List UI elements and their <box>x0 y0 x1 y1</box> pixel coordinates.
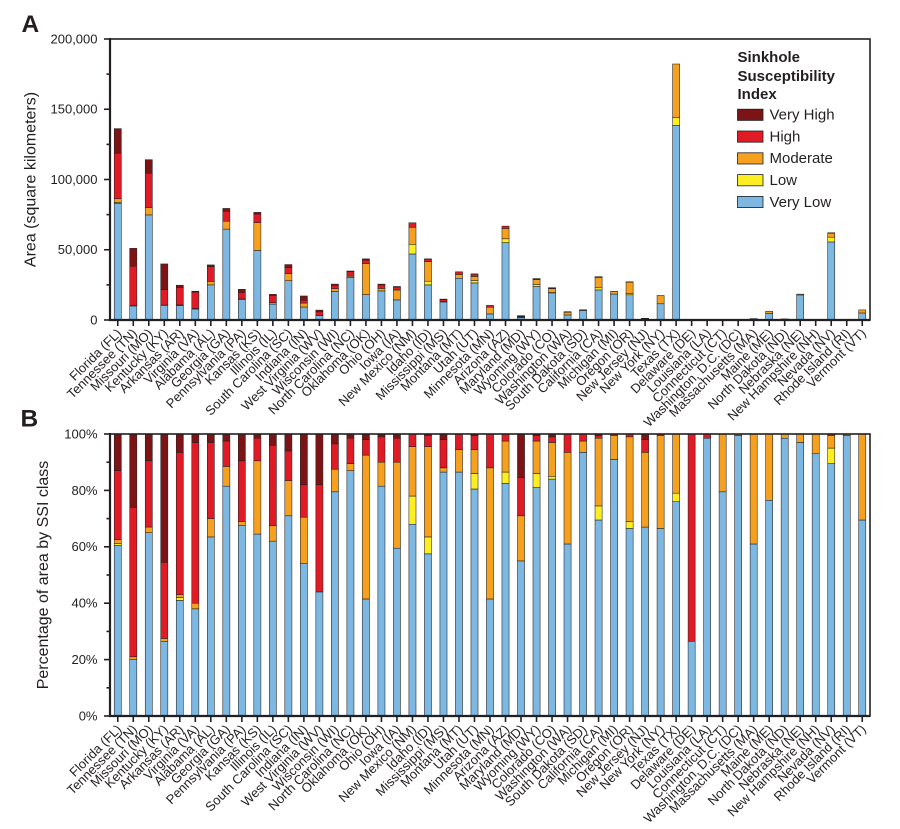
svg-text:Area (square kilometers): Area (square kilometers) <box>23 92 40 267</box>
svg-text:200,000: 200,000 <box>51 31 98 46</box>
svg-text:Moderate: Moderate <box>770 150 833 167</box>
svg-text:0%: 0% <box>79 708 98 723</box>
svg-text:100%: 100% <box>64 426 98 441</box>
svg-text:Percentage of area by SSI clas: Percentage of area by SSI class <box>35 461 52 690</box>
svg-text:B: B <box>21 406 39 433</box>
svg-text:80%: 80% <box>71 483 97 498</box>
svg-text:150,000: 150,000 <box>51 102 98 117</box>
svg-text:Susceptibility: Susceptibility <box>738 68 836 85</box>
svg-text:100,000: 100,000 <box>51 172 98 187</box>
svg-text:20%: 20% <box>71 652 97 667</box>
svg-text:Very High: Very High <box>770 107 835 124</box>
svg-text:0: 0 <box>90 312 97 327</box>
svg-text:High: High <box>770 128 801 145</box>
svg-text:Sinkhole: Sinkhole <box>738 49 801 66</box>
svg-text:Very Low: Very Low <box>770 194 832 211</box>
svg-text:Low: Low <box>770 172 798 189</box>
svg-text:40%: 40% <box>71 596 97 611</box>
svg-text:Index: Index <box>738 86 778 103</box>
svg-text:60%: 60% <box>71 539 97 554</box>
svg-text:A: A <box>22 11 40 38</box>
svg-text:50,000: 50,000 <box>58 242 98 257</box>
